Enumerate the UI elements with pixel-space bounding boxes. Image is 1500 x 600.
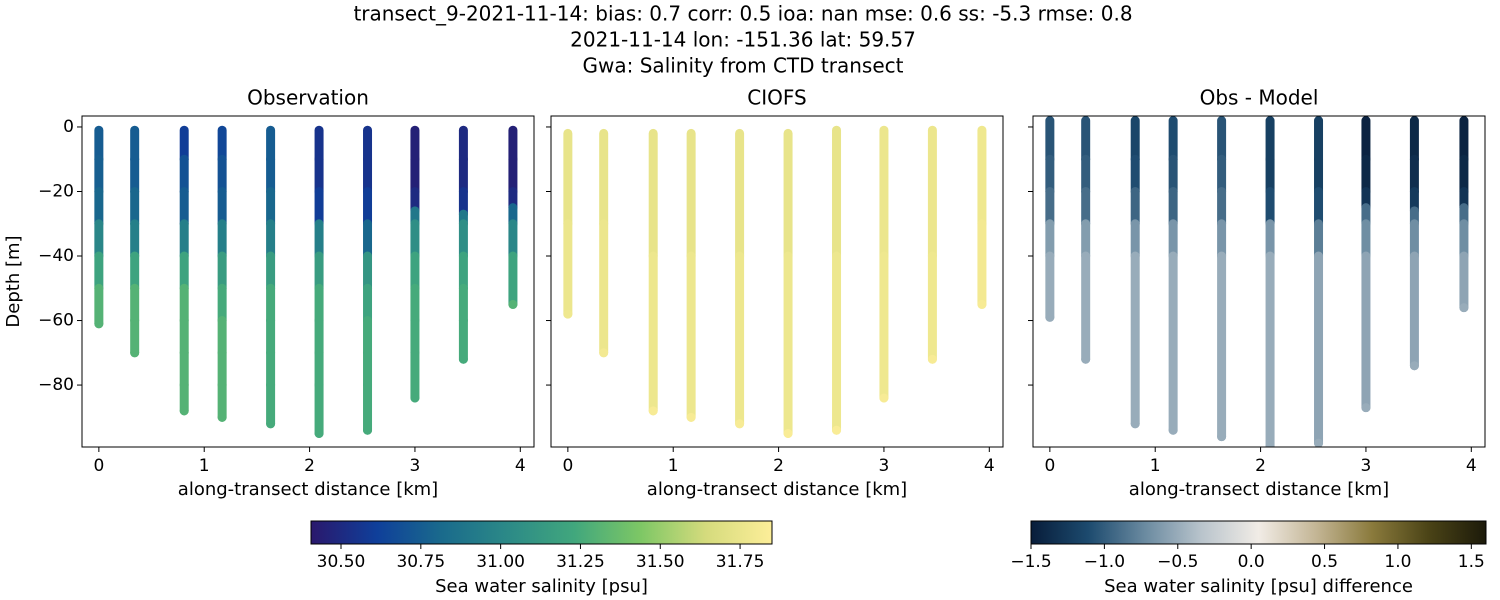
- colorbar-tick-label: 0.5: [1311, 552, 1338, 572]
- colorbar-tick-label: 30.50: [317, 552, 366, 572]
- colorbar-tick-label: 1.0: [1384, 552, 1411, 572]
- x-tick-label: 0: [1044, 456, 1055, 476]
- y-tick-label: −40: [38, 246, 74, 266]
- y-tick-label: −60: [38, 311, 74, 331]
- panel-title: CIOFS: [747, 86, 806, 110]
- x-tick-label: 4: [984, 456, 995, 476]
- x-tick-label: 0: [93, 456, 104, 476]
- suptitle: transect_9-2021-11-14: bias: 0.7 corr: 0…: [353, 2, 1132, 26]
- scatter-points: [1045, 116, 1469, 447]
- axes-frame: [550, 115, 1004, 448]
- x-tick-label: 3: [410, 456, 421, 476]
- colorbar-tick-label: 31.25: [556, 552, 605, 572]
- x-tick-label: 1: [1150, 456, 1161, 476]
- colorbar-tick-label: 30.75: [396, 552, 445, 572]
- colorbar-label: Sea water salinity [psu] difference: [1104, 576, 1413, 597]
- x-tick-label: 4: [1466, 456, 1477, 476]
- x-tick-label: 4: [515, 456, 526, 476]
- y-axis-label: Depth [m]: [3, 235, 24, 327]
- x-tick-label: 2: [304, 456, 315, 476]
- suptitle: 2021-11-14 lon: -151.36 lat: 59.57: [570, 28, 916, 52]
- colorbar-tick-label: 0.0: [1238, 552, 1265, 572]
- scatter-points: [563, 125, 987, 438]
- y-tick-label: −20: [38, 181, 74, 201]
- x-tick-label: 1: [199, 456, 210, 476]
- colorbar-tick-label: 31.75: [716, 552, 765, 572]
- x-axis-label: along-transect distance [km]: [647, 479, 907, 500]
- colorbar-tick-label: −1.0: [1084, 552, 1125, 572]
- x-axis-label: along-transect distance [km]: [1129, 479, 1389, 500]
- colorbar-tick-label: 1.5: [1458, 552, 1485, 572]
- panel-title: Observation: [247, 86, 369, 110]
- axes-frame: [81, 115, 535, 448]
- x-tick-label: 2: [773, 456, 784, 476]
- x-tick-label: 3: [879, 456, 890, 476]
- x-tick-label: 0: [562, 456, 573, 476]
- y-tick-label: 0: [63, 117, 74, 137]
- colorbar: [310, 520, 773, 545]
- x-axis-label: along-transect distance [km]: [178, 479, 438, 500]
- suptitle: Gwa: Salinity from CTD transect: [583, 54, 904, 78]
- colorbar-tick-label: −1.5: [1010, 552, 1051, 572]
- axes-frame: [1032, 115, 1486, 448]
- colorbar-tick-label: −0.5: [1157, 552, 1198, 572]
- colorbar-label: Sea water salinity [psu]: [435, 576, 648, 597]
- x-tick-label: 1: [668, 456, 679, 476]
- panel-title: Obs - Model: [1200, 86, 1319, 110]
- colorbar: [1030, 520, 1487, 545]
- y-tick-label: −80: [38, 375, 74, 395]
- x-tick-label: 2: [1255, 456, 1266, 476]
- x-tick-label: 3: [1361, 456, 1372, 476]
- scatter-points: [94, 125, 518, 438]
- colorbar-tick-label: 31.00: [476, 552, 525, 572]
- colorbar-tick-label: 31.50: [636, 552, 685, 572]
